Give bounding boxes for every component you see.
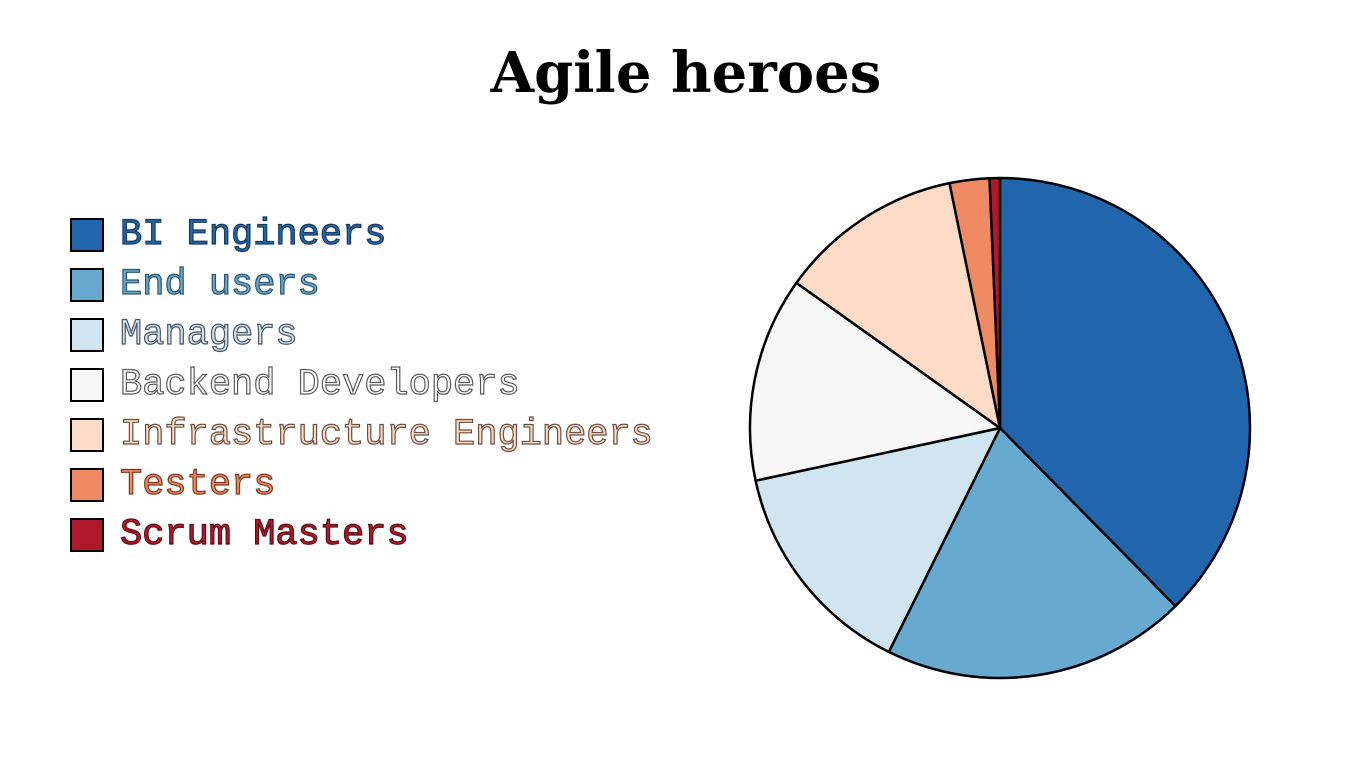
legend-swatch-scrum-masters [70,518,104,552]
pie-slice-backend-developers [748,281,1002,482]
legend-swatch-bi-engineers [70,218,104,252]
chart-legend: BI Engineers End users Managers Backend Dev… [70,210,653,560]
legend-swatch-end-users [70,268,104,302]
legend-item-infrastructure-engineers: Infrastructure Engineers [70,410,653,460]
pie-chart [748,176,1252,680]
legend-item-managers: Managers [70,310,653,360]
pie-slice-infrastructure-engineers [795,181,1002,430]
legend-label-bi-engineers: BI Engineers [119,214,387,256]
legend-label-backend-developers: Backend Developers [119,364,520,406]
legend-swatch-managers [70,318,104,352]
pie-slice-end-users [887,426,1177,680]
pie-slice-scrum-masters [988,176,1002,430]
legend-swatch-backend-developers [70,368,104,402]
legend-item-scrum-masters: Scrum Masters [70,510,653,560]
legend-item-bi-engineers: BI Engineers [70,210,653,260]
legend-item-backend-developers: Backend Developers [70,360,653,410]
legend-label-end-users: End users [119,264,320,306]
legend-label-testers: Testers [119,464,276,506]
pie-slice-bi-engineers [998,176,1252,608]
legend-item-testers: Testers [70,460,653,510]
legend-swatch-infrastructure-engineers [70,418,104,452]
pie-slice-managers [754,426,1002,654]
legend-label-infrastructure-engineers: Infrastructure Engineers [119,414,653,456]
legend-label-managers: Managers [119,314,298,356]
legend-label-scrum-masters: Scrum Masters [119,514,409,556]
legend-swatch-testers [70,468,104,502]
legend-item-end-users: End users [70,260,653,310]
chart-title: Agile heroes [490,40,882,106]
